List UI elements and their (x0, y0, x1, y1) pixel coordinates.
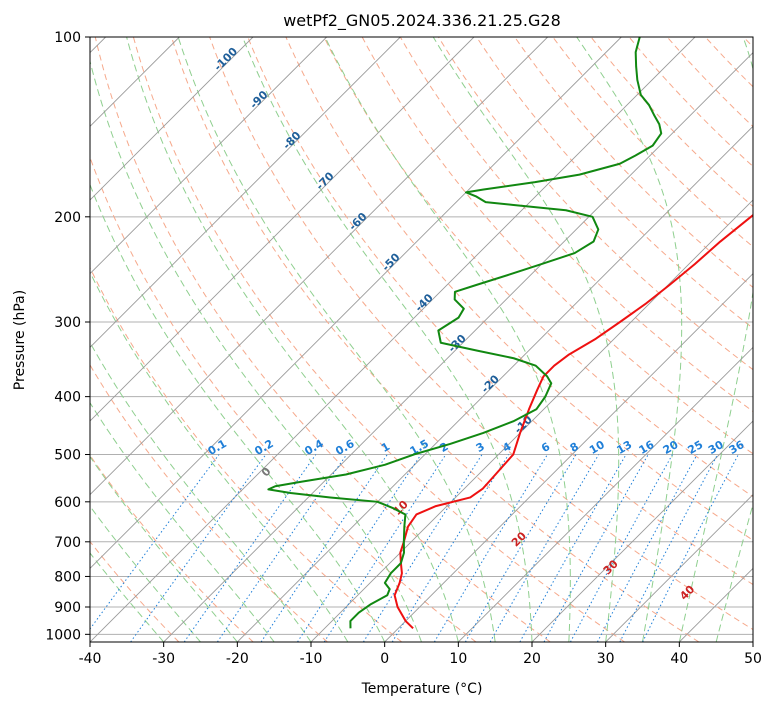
isotherm-line (605, 494, 753, 642)
x-tick-label: 0 (380, 651, 389, 667)
moist-adiabat-line (242, 37, 533, 642)
x-tick-label: 30 (597, 651, 615, 667)
isotherm-line (458, 346, 753, 642)
mixing-ratio-line (260, 454, 388, 642)
isotherm-line (310, 199, 753, 642)
dry-adiabat-line (361, 37, 753, 455)
mixing-ratio-line (362, 454, 483, 642)
dry-adiabat-line (247, 37, 753, 586)
mixing-ratio-line (323, 454, 447, 642)
y-tick-label: 600 (54, 495, 81, 511)
dry-adiabat-line (132, 37, 625, 642)
isotherm-line (90, 37, 327, 275)
y-tick-label: 300 (54, 315, 81, 331)
isotherm-line (531, 420, 753, 642)
dry-adiabat-line (590, 37, 753, 208)
dry-adiabat-line (90, 364, 328, 642)
sounding-series (267, 37, 753, 630)
dry-adiabat-line (90, 155, 477, 642)
moist-adiabat-line (90, 341, 312, 642)
moist-adiabat-line (90, 552, 165, 642)
y-tick-label: 1000 (45, 627, 81, 643)
x-axis-label: Temperature (°C) (361, 681, 483, 697)
dry-adiabat-line (209, 37, 753, 631)
y-axis-label: Pressure (hPa) (12, 290, 28, 390)
mixing-ratio-line (433, 454, 548, 642)
isotherm-line (90, 37, 696, 642)
isotherm-line (90, 37, 475, 422)
moist-adiabat-line (324, 37, 571, 642)
y-tick-label: 900 (54, 600, 81, 616)
moist-adiabat-line (126, 37, 459, 642)
x-tick-label: 40 (670, 651, 688, 667)
y-tick-label: 200 (54, 210, 81, 226)
isotherms (90, 37, 753, 642)
mixing-ratio-line (130, 454, 267, 642)
plot-area (90, 37, 753, 642)
y-tick-label: 800 (54, 569, 81, 585)
x-tick-label: 10 (449, 651, 467, 667)
pressure-gridlines (90, 37, 753, 635)
x-tick-label: 20 (523, 651, 541, 667)
y-tick-label: 100 (54, 30, 81, 46)
mixing-ratio-line (619, 454, 719, 642)
x-tick-label: 50 (744, 651, 762, 667)
moist-adiabat-line (90, 271, 349, 642)
dewpoint-line (267, 37, 663, 629)
y-tick-label: 400 (54, 390, 81, 406)
moist-adiabats (90, 37, 753, 642)
x-tick-label: -40 (79, 651, 102, 667)
mixing-ratio-line (297, 454, 422, 642)
moist-adiabat-line (90, 455, 238, 642)
dry-adiabat-line (476, 37, 753, 329)
mixing-ratio-lines (90, 454, 739, 642)
y-axis-ticks: 100 200 300 400 500 600 700 800 900 1000 (45, 30, 90, 643)
moist-adiabat-line (432, 37, 620, 642)
mixing-ratio-line (489, 454, 600, 642)
mixing-ratio-line (391, 454, 510, 642)
isotherm-line (163, 52, 753, 642)
moist-adiabat-line (90, 401, 275, 642)
x-tick-label: -30 (152, 651, 175, 667)
dry-adiabat-line (399, 37, 753, 413)
moist-adiabat-line (90, 59, 422, 642)
x-tick-label: -10 (300, 651, 323, 667)
x-axis-ticks: -40 -30 -20 -10 0 10 20 30 40 50 (79, 642, 762, 667)
isotherm-line (384, 273, 753, 642)
y-tick-label: 700 (54, 535, 81, 551)
isotherm-line (237, 125, 753, 642)
isotherm-line (90, 37, 401, 348)
mixing-ratio-line (90, 454, 220, 630)
dry-adiabat-line (90, 454, 254, 642)
moist-adiabat-line (90, 505, 201, 642)
plot-frame (89, 36, 754, 643)
mixing-ratio-line (642, 454, 739, 642)
background-lines (90, 37, 753, 642)
isotherm-line (90, 37, 548, 496)
dry-adiabat-line (171, 37, 700, 642)
y-tick-label: 500 (54, 448, 81, 464)
chart-title: wetPf2_GN05.2024.336.21.25.G28 (283, 11, 561, 31)
mixing-ratio-line (596, 454, 698, 642)
dry-adiabat-line (90, 266, 403, 642)
moist-adiabat-line (678, 37, 753, 642)
isotherm-line (90, 37, 622, 569)
x-tick-label: -20 (226, 651, 249, 667)
mixing-ratio-line (464, 454, 577, 642)
dry-adiabat-line (94, 37, 551, 642)
moist-adiabat-line (576, 37, 683, 642)
isotherm-line (90, 37, 254, 201)
